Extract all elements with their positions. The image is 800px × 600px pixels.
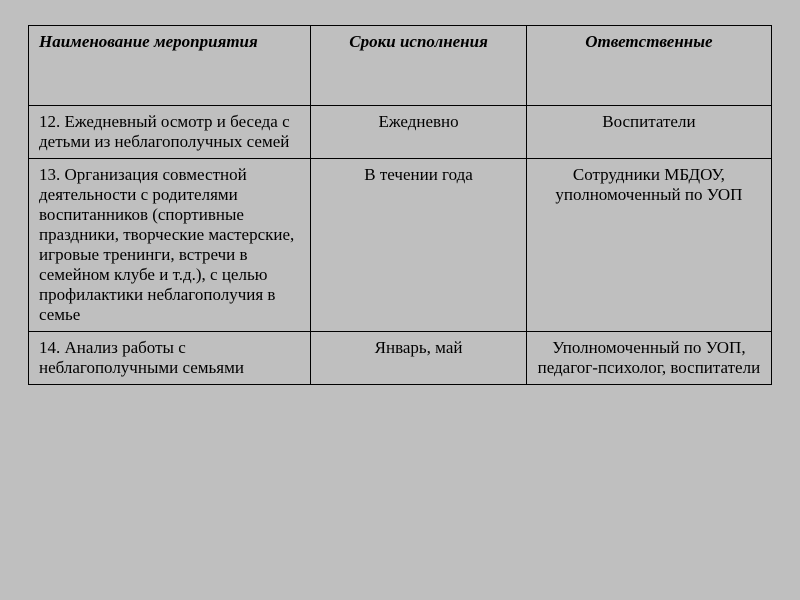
cell-name: 12. Ежедневный осмотр и беседа с детьми … [29, 106, 311, 159]
cell-name: 13. Организация совместной деятельности … [29, 159, 311, 332]
column-header-responsible: Ответственные [526, 26, 771, 106]
table-row: 13. Организация совместной деятельности … [29, 159, 772, 332]
table-row: 14. Анализ работы с неблагополучными сем… [29, 332, 772, 385]
cell-deadline: В течении года [311, 159, 526, 332]
cell-name: 14. Анализ работы с неблагополучными сем… [29, 332, 311, 385]
cell-deadline: Январь, май [311, 332, 526, 385]
activities-table: Наименование мероприятия Сроки исполнени… [28, 25, 772, 385]
cell-responsible: Уполномоченный по УОП, педагог-психолог,… [526, 332, 771, 385]
cell-responsible: Воспитатели [526, 106, 771, 159]
cell-responsible: Сотрудники МБДОУ, уполномоченный по УОП [526, 159, 771, 332]
column-header-name: Наименование мероприятия [29, 26, 311, 106]
column-header-deadline: Сроки исполнения [311, 26, 526, 106]
header-row: Наименование мероприятия Сроки исполнени… [29, 26, 772, 106]
table-row: 12. Ежедневный осмотр и беседа с детьми … [29, 106, 772, 159]
cell-deadline: Ежедневно [311, 106, 526, 159]
